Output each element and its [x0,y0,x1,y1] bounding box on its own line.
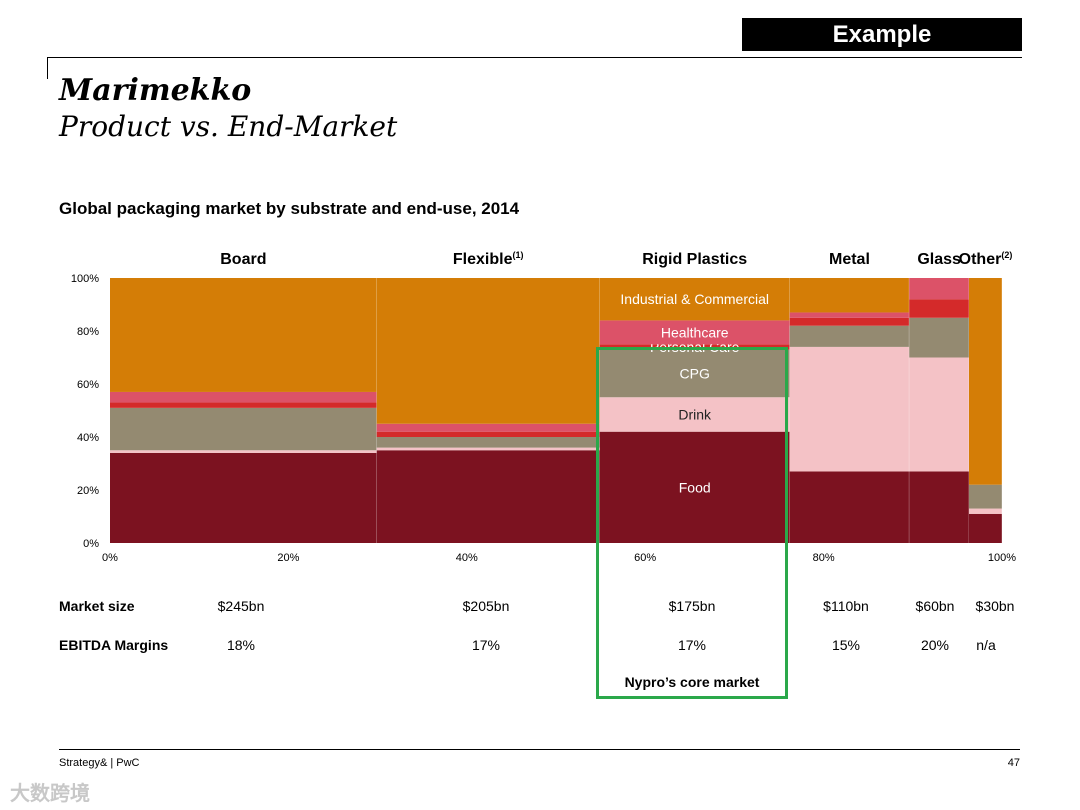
x-tick-label: 20% [277,552,299,564]
segment-label-industrial-commercial: Industrial & Commercial [620,291,769,307]
segment-rigid-plastics-cpg [599,349,790,398]
segment-rigid-plastics-food [599,431,790,543]
segment-other-food [968,513,1002,543]
y-tick-label: 100% [71,273,99,285]
market-size-board: $245bn [217,598,265,614]
y-tick-label: 0% [83,538,99,550]
market-size-other: $30bn [975,598,1015,614]
footer-source: Strategy& | PwC [59,757,140,769]
segment-metal-cpg [789,325,910,347]
segment-other-cpg [968,484,1002,509]
x-tick-label: 100% [988,552,1016,564]
y-tick-label: 60% [77,379,99,391]
segment-rigid-plastics-industrial-commercial [599,278,790,321]
segment-other-industrial-commercial [968,278,1002,485]
column-header-metal: Metal [829,251,870,268]
segment-rigid-plastics-healthcare [599,320,790,345]
column-header-glass: Glass [917,251,961,268]
segment-flexible-food [376,450,600,543]
column-header-other: Other(2) [959,250,1013,268]
column-header-footnote: (2) [1001,250,1012,260]
column-header-board: Board [220,251,266,268]
segment-label-cpg: CPG [680,365,710,381]
column-header-flexible: Flexible(1) [453,250,524,268]
page-number: 47 [1007,757,1020,769]
segment-board-food [110,452,377,543]
segment-board-drink [110,450,377,453]
x-tick-label: 80% [813,552,835,564]
segment-other-drink [968,508,1002,514]
y-tick-label: 40% [77,432,99,444]
segment-board-personal-care [110,402,377,408]
ebitda-label: EBITDA Margins [59,637,169,653]
segment-glass-cpg [909,317,969,358]
watermark: 大数跨境 [10,783,90,805]
segment-metal-industrial-commercial [789,278,910,313]
page-subtitle: Product vs. End-Market [59,110,398,143]
page-title: Marimekko [59,73,252,108]
segment-flexible-healthcare [376,423,600,432]
ebitda-glass: 20% [920,637,950,653]
column-header-rigid-plastics: Rigid Plastics [642,251,747,268]
segment-label-food: Food [679,479,711,495]
top-divider [47,57,1022,58]
segment-flexible-drink [376,447,600,451]
x-tick-label: 0% [102,552,118,564]
segment-rigid-plastics-personal-care [599,344,790,350]
segment-board-cpg [110,407,377,451]
ebitda-rigid-plastics: 17% [677,637,707,653]
segment-flexible-cpg [376,437,600,448]
segment-label-healthcare: Healthcare [661,324,729,340]
segment-metal-drink [789,346,910,472]
segment-label-drink: Drink [678,406,712,422]
footer-divider [59,749,1020,750]
segment-glass-food [909,471,969,543]
y-tick-label: 20% [77,485,99,497]
segment-metal-personal-care [789,317,910,326]
chart-title: Global packaging market by substrate and… [59,199,520,218]
segment-rigid-plastics-drink [599,397,790,432]
segment-glass-personal-care [909,299,969,318]
x-tick-label: 60% [634,552,656,564]
segment-board-industrial-commercial [110,278,377,392]
segment-flexible-industrial-commercial [376,278,600,424]
ebitda-other: n/a [976,637,996,653]
market-size-glass: $60bn [915,598,955,614]
segment-metal-healthcare [789,312,910,318]
market-size-rigid-plastics: $175bn [668,598,716,614]
market-size-label: Market size [59,598,135,614]
market-size-flexible: $205bn [462,598,510,614]
y-tick-label: 80% [77,326,99,338]
ebitda-metal: 15% [831,637,861,653]
x-tick-label: 40% [456,552,478,564]
segment-glass-healthcare [909,278,969,300]
column-header-footnote: (1) [512,250,523,260]
core-market-highlight [596,347,788,699]
example-badge: Example [742,18,1022,51]
segment-glass-drink [909,357,969,472]
ebitda-board: 18% [226,637,256,653]
ebitda-flexible: 17% [471,637,501,653]
segment-flexible-personal-care [376,431,600,437]
segment-board-healthcare [110,391,377,403]
core-market-label: Nypro’s core market [624,674,760,690]
market-size-metal: $110bn [823,598,869,614]
segment-metal-food [789,471,910,543]
top-divider-tick [47,57,48,79]
